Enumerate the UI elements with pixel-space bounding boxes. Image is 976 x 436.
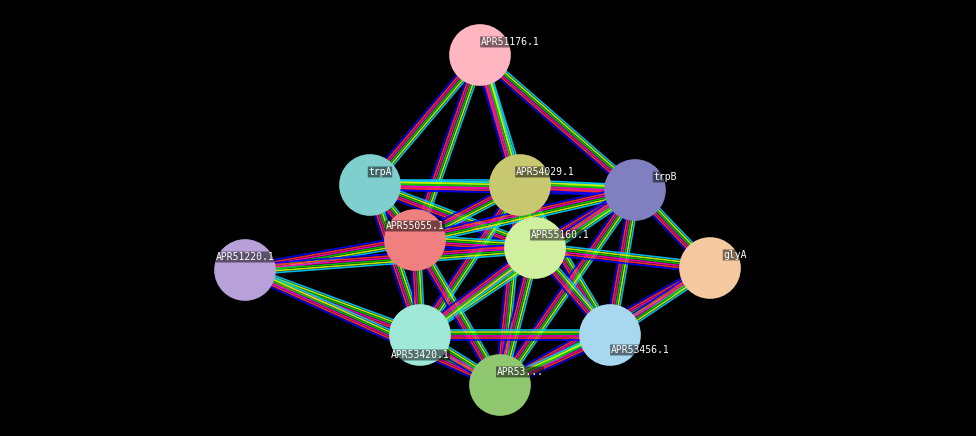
Text: APR51176.1: APR51176.1 xyxy=(480,37,540,47)
Circle shape xyxy=(680,238,740,298)
Circle shape xyxy=(215,240,275,300)
Circle shape xyxy=(470,355,530,415)
Circle shape xyxy=(490,155,550,215)
Text: APR54029.1: APR54029.1 xyxy=(515,167,574,177)
Text: APR53456.1: APR53456.1 xyxy=(611,345,670,355)
Text: trpA: trpA xyxy=(368,167,391,177)
Text: trpB: trpB xyxy=(653,172,676,182)
Text: APR51220.1: APR51220.1 xyxy=(216,252,274,262)
Circle shape xyxy=(450,25,510,85)
Text: glyA: glyA xyxy=(723,250,747,260)
Text: APR55055.1: APR55055.1 xyxy=(386,221,444,231)
Text: APR55160.1: APR55160.1 xyxy=(531,230,590,240)
Circle shape xyxy=(385,210,445,270)
Circle shape xyxy=(340,155,400,215)
Circle shape xyxy=(580,305,640,365)
Circle shape xyxy=(390,305,450,365)
Text: APR53420.1: APR53420.1 xyxy=(390,350,449,360)
Circle shape xyxy=(605,160,665,220)
Text: APR53...: APR53... xyxy=(497,367,544,377)
Circle shape xyxy=(505,218,565,278)
